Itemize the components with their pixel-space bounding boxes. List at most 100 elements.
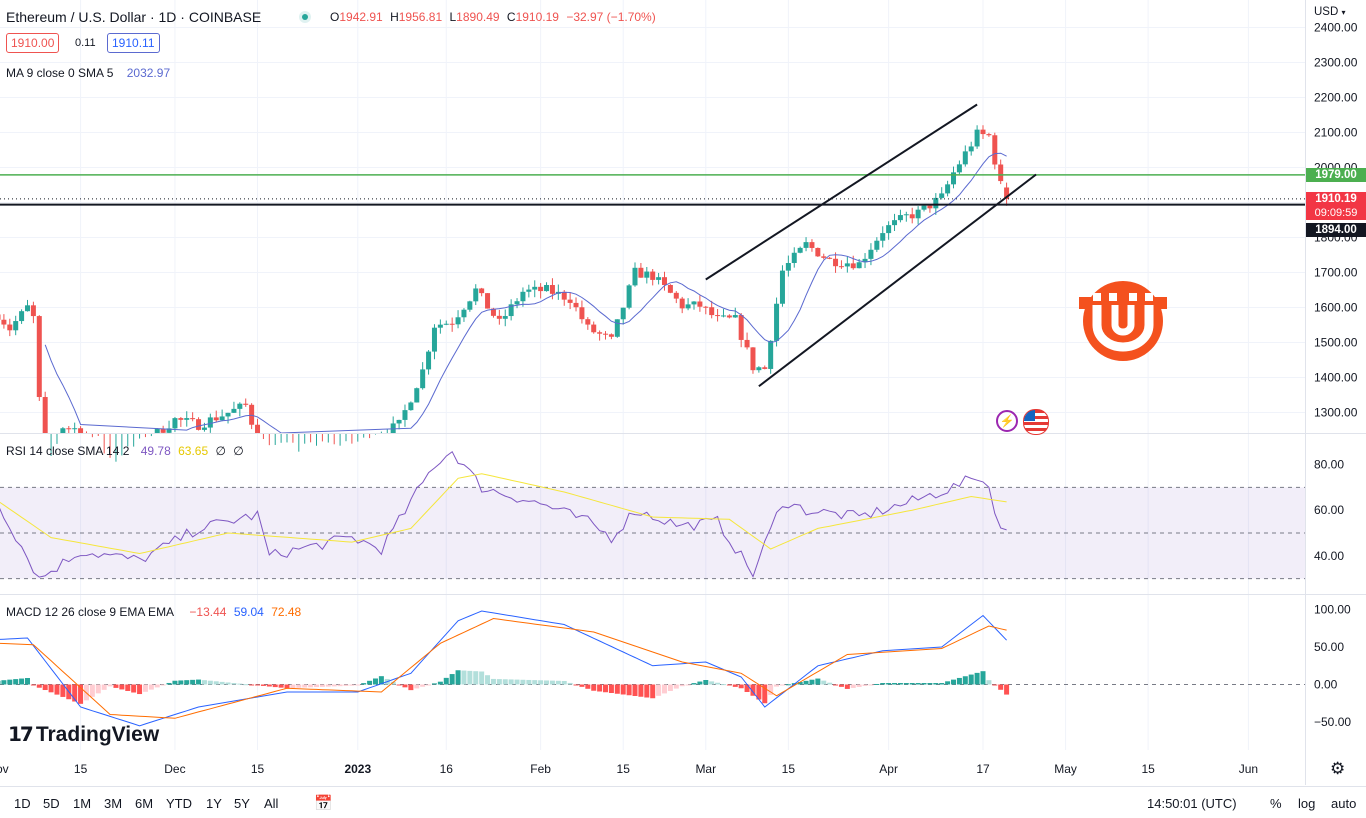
candle-body — [968, 146, 974, 152]
x-tick-label: 15 — [251, 762, 265, 776]
macd-histogram-bar — [915, 683, 921, 685]
macd-histogram-bar — [60, 684, 66, 697]
macd-histogram-bar — [496, 679, 502, 685]
pane-divider-macd[interactable] — [0, 594, 1366, 595]
macd-histogram-bar — [266, 684, 272, 687]
currency-label: USD — [1314, 6, 1339, 18]
candle-body — [720, 315, 726, 317]
macd-histogram-bar — [473, 671, 479, 685]
timeframe-1y-button[interactable]: 1Y — [206, 796, 222, 811]
macd-histogram-bar — [449, 674, 455, 685]
macd-histogram-bar — [101, 684, 107, 690]
date-range-icon[interactable]: 📅 — [314, 795, 333, 812]
candle-body — [597, 332, 603, 334]
buy-price-button[interactable]: 1910.11 — [107, 33, 160, 53]
candle-body — [66, 428, 72, 430]
symbol-title[interactable]: Ethereum / U.S. Dollar · 1D · COINBASE — [6, 9, 262, 25]
macd-histogram-bar — [585, 684, 591, 689]
macd-histogram-bar — [532, 680, 538, 685]
market-status-icon[interactable] — [299, 11, 311, 23]
pane-divider-rsi[interactable] — [0, 433, 1366, 434]
percent-toggle[interactable]: % — [1270, 796, 1282, 811]
log-toggle[interactable]: log — [1298, 796, 1316, 811]
candle-body — [768, 340, 774, 369]
candle-body — [449, 323, 455, 325]
macd-histogram-bar — [939, 683, 945, 685]
macd-histogram-bar — [726, 684, 732, 686]
candle-body — [886, 225, 892, 234]
rsi-legend[interactable]: RSI 14 close SMA 14 2 49.78 63.65 ∅ ∅ — [6, 444, 248, 458]
candle-body — [485, 293, 491, 309]
macd-histogram-bar — [685, 684, 691, 686]
macd-histogram-bar — [779, 684, 785, 686]
macd-histogram-bar — [579, 684, 585, 687]
macd-histogram-bar — [290, 684, 296, 689]
settings-gear-icon[interactable]: ⚙ — [1330, 759, 1346, 778]
macd-histogram-bar — [302, 684, 308, 688]
candle-body — [974, 129, 980, 147]
y-tick-label: 1300.00 — [1314, 406, 1358, 420]
candle-body — [549, 285, 555, 294]
macd-histogram-bar — [13, 679, 19, 685]
sell-price-button[interactable]: 1910.00 — [6, 33, 60, 53]
chart-canvas[interactable]: Nov 15 Dec 15 2023 16 Feb 15 Mar 15 Apr 17 May 15 Jun 1… — [0, 0, 1366, 785]
y-tick-label: 1500.00 — [1314, 336, 1358, 350]
candle-body — [30, 305, 36, 317]
candle-body — [697, 301, 703, 307]
timeframe-5d-button[interactable]: 5D — [43, 796, 60, 811]
currency-selector[interactable]: USD ▾ — [1314, 6, 1346, 18]
timeframe-6m-button[interactable]: 6M — [135, 796, 154, 811]
timeframe-all-button[interactable]: All — [264, 796, 279, 811]
macd-histogram-bar — [809, 679, 815, 685]
candle-body — [7, 324, 13, 331]
macd-histogram-bar — [720, 684, 726, 686]
candle-body — [880, 233, 886, 241]
rsi-value: 49.78 — [140, 444, 171, 458]
lightning-icon[interactable]: ⚡ — [996, 410, 1018, 432]
macd-histogram-bar — [833, 684, 839, 686]
macd-histogram-bar — [190, 679, 196, 685]
macd-histogram-bar — [673, 684, 679, 689]
macd-legend[interactable]: MACD 12 26 close 9 EMA EMA −13.44 59.04 … — [6, 605, 305, 619]
candle-body — [1004, 187, 1010, 199]
timeframe-ytd-button[interactable]: YTD — [166, 796, 192, 811]
candle-body — [673, 292, 679, 299]
macd-histogram-bar — [526, 679, 532, 685]
rsi-empty-1: ∅ — [215, 444, 226, 458]
candle-body — [402, 410, 408, 420]
close-value: 1910.19 — [515, 10, 559, 24]
macd-histogram-bar — [927, 683, 933, 685]
auto-toggle[interactable]: auto — [1331, 796, 1357, 811]
timeframe-1m-button[interactable]: 1M — [73, 796, 92, 811]
candle-body — [726, 315, 732, 318]
candle-body — [956, 164, 962, 173]
macd-histogram-bar — [774, 684, 780, 687]
ma-legend[interactable]: MA 9 close 0 SMA 5 2032.97 — [6, 66, 174, 80]
change-value: −32.97 (−1.70%) — [566, 10, 656, 24]
candle-body — [980, 129, 986, 135]
macd-histogram-bar — [443, 677, 449, 685]
candle-body — [36, 316, 42, 398]
tradingview-logo[interactable]: 𝟭𝟳 TradingView — [8, 722, 159, 747]
candle-body — [461, 309, 467, 318]
candle-body — [443, 323, 449, 325]
clock-time[interactable]: 14:50:01 (UTC) — [1147, 796, 1237, 811]
macd-histogram-bar — [874, 683, 880, 685]
macd-histogram-bar — [36, 684, 42, 688]
y-tick-label: 2100.00 — [1314, 126, 1358, 140]
countdown-value: 09:09:59 — [1314, 207, 1358, 219]
macd-histogram-bar — [148, 684, 154, 690]
timeframe-5y-button[interactable]: 5Y — [234, 796, 250, 811]
tv-mark-icon: 𝟭𝟳 — [8, 724, 34, 746]
timeframe-1d-button[interactable]: 1D — [14, 796, 31, 811]
us-flag-icon[interactable] — [1023, 409, 1049, 435]
macd-histogram-bar — [125, 684, 131, 691]
timeframe-3m-button[interactable]: 3M — [104, 796, 123, 811]
symbol-legend[interactable]: Ethereum / U.S. Dollar · 1D · COINBASE — [6, 9, 265, 25]
macd-histogram-bar — [644, 684, 650, 698]
x-tick-label: 17 — [976, 762, 990, 776]
macd-histogram-bar — [196, 679, 202, 685]
rsi-y-tick: 40.00 — [1314, 549, 1344, 563]
candle-body — [939, 193, 945, 198]
x-tick-label: Feb — [530, 762, 551, 776]
